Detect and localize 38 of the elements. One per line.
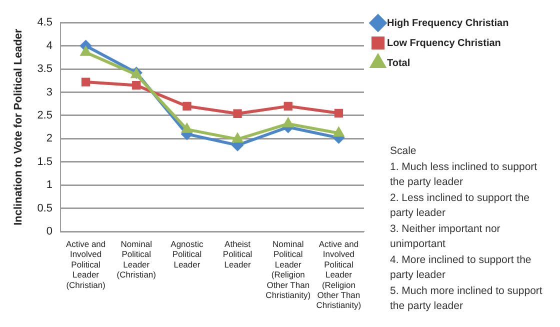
y-tick-label: 3 [46, 86, 52, 98]
point [132, 80, 141, 90]
y-tick-label: 4.5 [37, 16, 52, 29]
y-axis-title: Inclination to Vote for Political Leader [12, 28, 25, 226]
legend-label: High Frequency Christian [387, 18, 509, 29]
legend-label: Total [387, 58, 410, 69]
y-tick-label: 2.5 [37, 110, 52, 122]
y-tick-label: 1.5 [37, 156, 52, 168]
x-tick-label: Active and Involved Political Leader (Christian) [66, 239, 106, 290]
text: 4. More inclined to support the party leader [390, 252, 532, 283]
point [233, 109, 242, 118]
text: 2. Less inclined to support the party leader [390, 190, 531, 221]
x-tick-label: Nominal Political Leader (Christian) [116, 239, 156, 280]
y-tick-label: 2 [46, 132, 52, 145]
x-tick-label: Active and Involved Political Leader (Religion Other Than Christianity) [316, 239, 362, 310]
x-tick-label: Atheist Political Leader [222, 239, 252, 270]
y-tick-label: 3.5 [37, 63, 52, 76]
text: 1. Much less inclined to support the party leader [390, 160, 538, 190]
point [334, 108, 344, 118]
x-tick-label: Nominal Political Leader (Religion Other Than Christianity) [266, 239, 311, 300]
point [284, 102, 292, 111]
point [283, 118, 294, 128]
point [182, 102, 192, 111]
text: 3. Neither important nor unimportant [390, 222, 502, 252]
point [80, 46, 91, 56]
point [131, 69, 142, 78]
point [232, 134, 242, 143]
legend-label: Low Frquency Christian [387, 38, 501, 49]
text: 5. Much more inclined to support the party leader [390, 284, 544, 314]
point [81, 78, 90, 86]
point [334, 128, 344, 137]
y-tick-label: 0.5 [37, 202, 52, 214]
text: Scale [390, 144, 418, 159]
x-tick-label: Agnostic Political Leader [170, 239, 204, 270]
y-tick-label: 0 [46, 226, 52, 238]
y-tick-label: 4 [46, 40, 52, 52]
point [182, 124, 192, 133]
y-tick-label: 1 [46, 179, 52, 192]
